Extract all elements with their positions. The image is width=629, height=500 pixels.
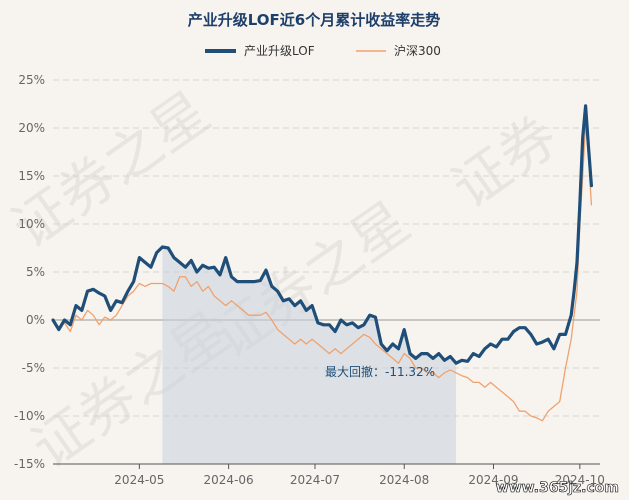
max-drawdown-shading [162, 247, 457, 464]
legend: 产业升级LOF 沪深300 [205, 44, 441, 58]
y-axis-ticks: 25% 20% 15% 10% 5% 0% -5% -10% -15% [14, 73, 45, 471]
y-tick-label: 25% [18, 73, 45, 87]
x-tick-label: 2024-10 [555, 473, 605, 487]
legend-label-index: 沪深300 [394, 44, 441, 58]
y-tick-label: -10% [14, 409, 45, 423]
x-tick-label: 2024-07 [290, 473, 340, 487]
max-drawdown-label: 最大回撤：-11.32% [325, 364, 435, 379]
y-tick-label: 5% [26, 265, 45, 279]
source-text: www.365jz.com [496, 480, 619, 496]
x-tick-label: 2024-08 [379, 473, 429, 487]
series-line-index [52, 122, 593, 422]
y-tick-label: 0% [26, 313, 45, 327]
y-tick-label: 20% [18, 121, 45, 135]
y-tick-label: 15% [18, 169, 45, 183]
series-lines [51, 104, 594, 422]
x-tick-label: 2024-05 [114, 473, 164, 487]
y-tick-label: -5% [22, 361, 45, 375]
legend-label-fund: 产业升级LOF [244, 44, 315, 58]
x-axis-ticks: 2024-05 2024-06 2024-07 2024-08 2024-09 2024-… [53, 463, 605, 487]
chart-title: 产业升级LOF近6个月累计收益率走势 [188, 11, 440, 29]
y-tick-label: 10% [18, 217, 45, 231]
y-tick-label: -15% [14, 457, 45, 471]
x-tick-label: 2024-06 [204, 473, 254, 487]
series-line-fund [51, 104, 594, 365]
drawdown-area [162, 247, 457, 464]
x-tick-label: 2024-09 [468, 473, 518, 487]
